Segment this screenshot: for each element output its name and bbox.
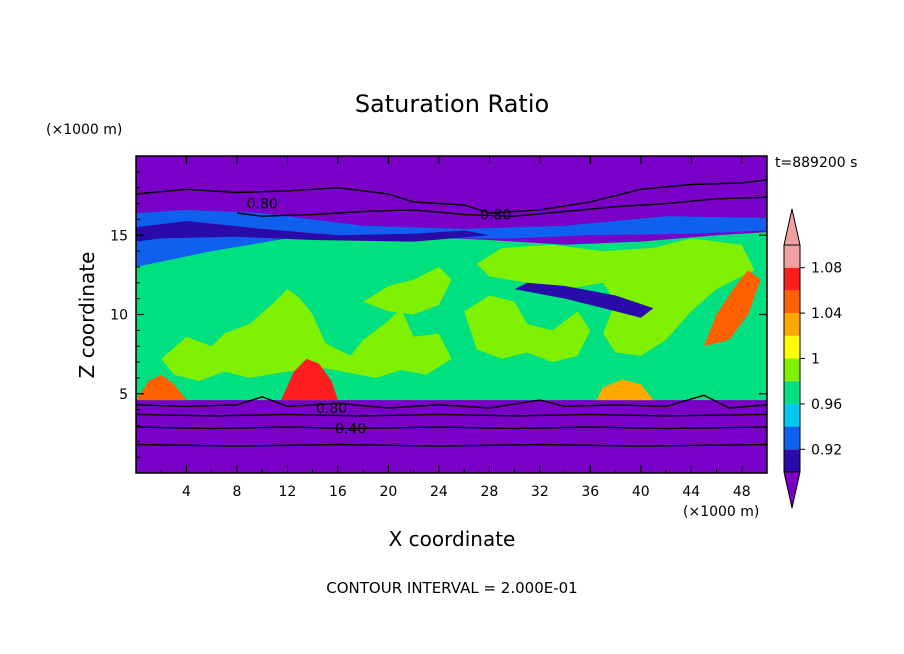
contour-labels: 0.80 0.80 0.80 0.40 [247, 197, 512, 438]
time-label: t=889200 s [775, 155, 857, 171]
x-axis-label: X coordinate [389, 527, 516, 551]
colorbar-extend-low [783, 471, 801, 509]
colorbar-tick-label: 1 [811, 352, 820, 368]
colorbar-bin [784, 449, 800, 472]
contour-line-5 [136, 443, 767, 447]
colorbar-bin [784, 358, 800, 382]
contour-label-3: 0.40 [335, 422, 366, 438]
field-region-12 [703, 270, 761, 347]
field-region-7 [514, 282, 654, 318]
colorbar-tick-label: 1.04 [811, 306, 842, 322]
contour-line-3 [136, 413, 767, 417]
y-unit-label: (×1000 m) [46, 122, 122, 138]
contour-label-0: 0.80 [247, 197, 278, 213]
colorbar-bin [784, 426, 800, 450]
plot-area [136, 156, 767, 473]
x-tick-label: 28 [480, 484, 498, 500]
x-tick-label: 24 [430, 484, 448, 500]
chart-title: Saturation Ratio [355, 90, 549, 118]
contour-line-4 [136, 426, 767, 430]
colorbar-bin [784, 245, 800, 268]
field-region-3 [161, 289, 452, 382]
x-unit-label: (×1000 m) [683, 504, 759, 520]
colorbar-tick-label: 1.08 [811, 261, 842, 277]
x-tick-label: 48 [733, 484, 751, 500]
colorbar-extend-high [783, 208, 801, 246]
colorbar-tick-label: 0.92 [811, 442, 842, 458]
x-tick-label: 8 [232, 484, 241, 500]
contour-label-1: 0.80 [480, 208, 511, 224]
field-region-10 [281, 358, 338, 401]
field-region-4 [363, 266, 452, 315]
y-axis: 5 10 15 [110, 171, 767, 458]
contour-interval-footer: CONTOUR INTERVAL = 2.000E-01 [326, 579, 577, 597]
y-axis-label: Z coordinate [75, 252, 99, 379]
colorbar-bin [784, 381, 800, 404]
contour-label-2: 0.80 [316, 401, 347, 417]
contour-lines [136, 179, 767, 447]
field-region-5 [464, 295, 591, 363]
contour-line-1 [236, 196, 767, 217]
field-region-9 [136, 374, 187, 401]
colorbar: 0.92 0.96 1 1.04 1.08 [783, 208, 842, 509]
contour-line-0 [136, 179, 767, 214]
x-tick-label: 16 [329, 484, 347, 500]
colorbar-bin [784, 313, 800, 336]
x-tick-label: 44 [682, 484, 700, 500]
colorbar-bin [784, 403, 800, 427]
y-tick-label: 10 [110, 308, 128, 324]
field-region-8 [136, 221, 490, 242]
x-axis: 4 8 12 16 20 24 28 32 36 40 44 48 [160, 156, 751, 500]
y-tick-label: 15 [110, 228, 128, 244]
y-tick-label: 5 [119, 387, 128, 403]
colorbar-bin [784, 267, 800, 291]
field-region-11 [596, 379, 654, 401]
x-tick-label: 20 [379, 484, 397, 500]
x-tick-label: 36 [581, 484, 599, 500]
x-tick-label: 12 [279, 484, 297, 500]
contour-line-2 [136, 394, 767, 409]
x-tick-label: 32 [531, 484, 549, 500]
colorbar-tick-label: 0.96 [811, 397, 842, 413]
x-tick-label: 4 [182, 484, 191, 500]
colorbar-bin [784, 290, 800, 314]
x-tick-label: 40 [632, 484, 650, 500]
colorbar-bin [784, 335, 800, 359]
